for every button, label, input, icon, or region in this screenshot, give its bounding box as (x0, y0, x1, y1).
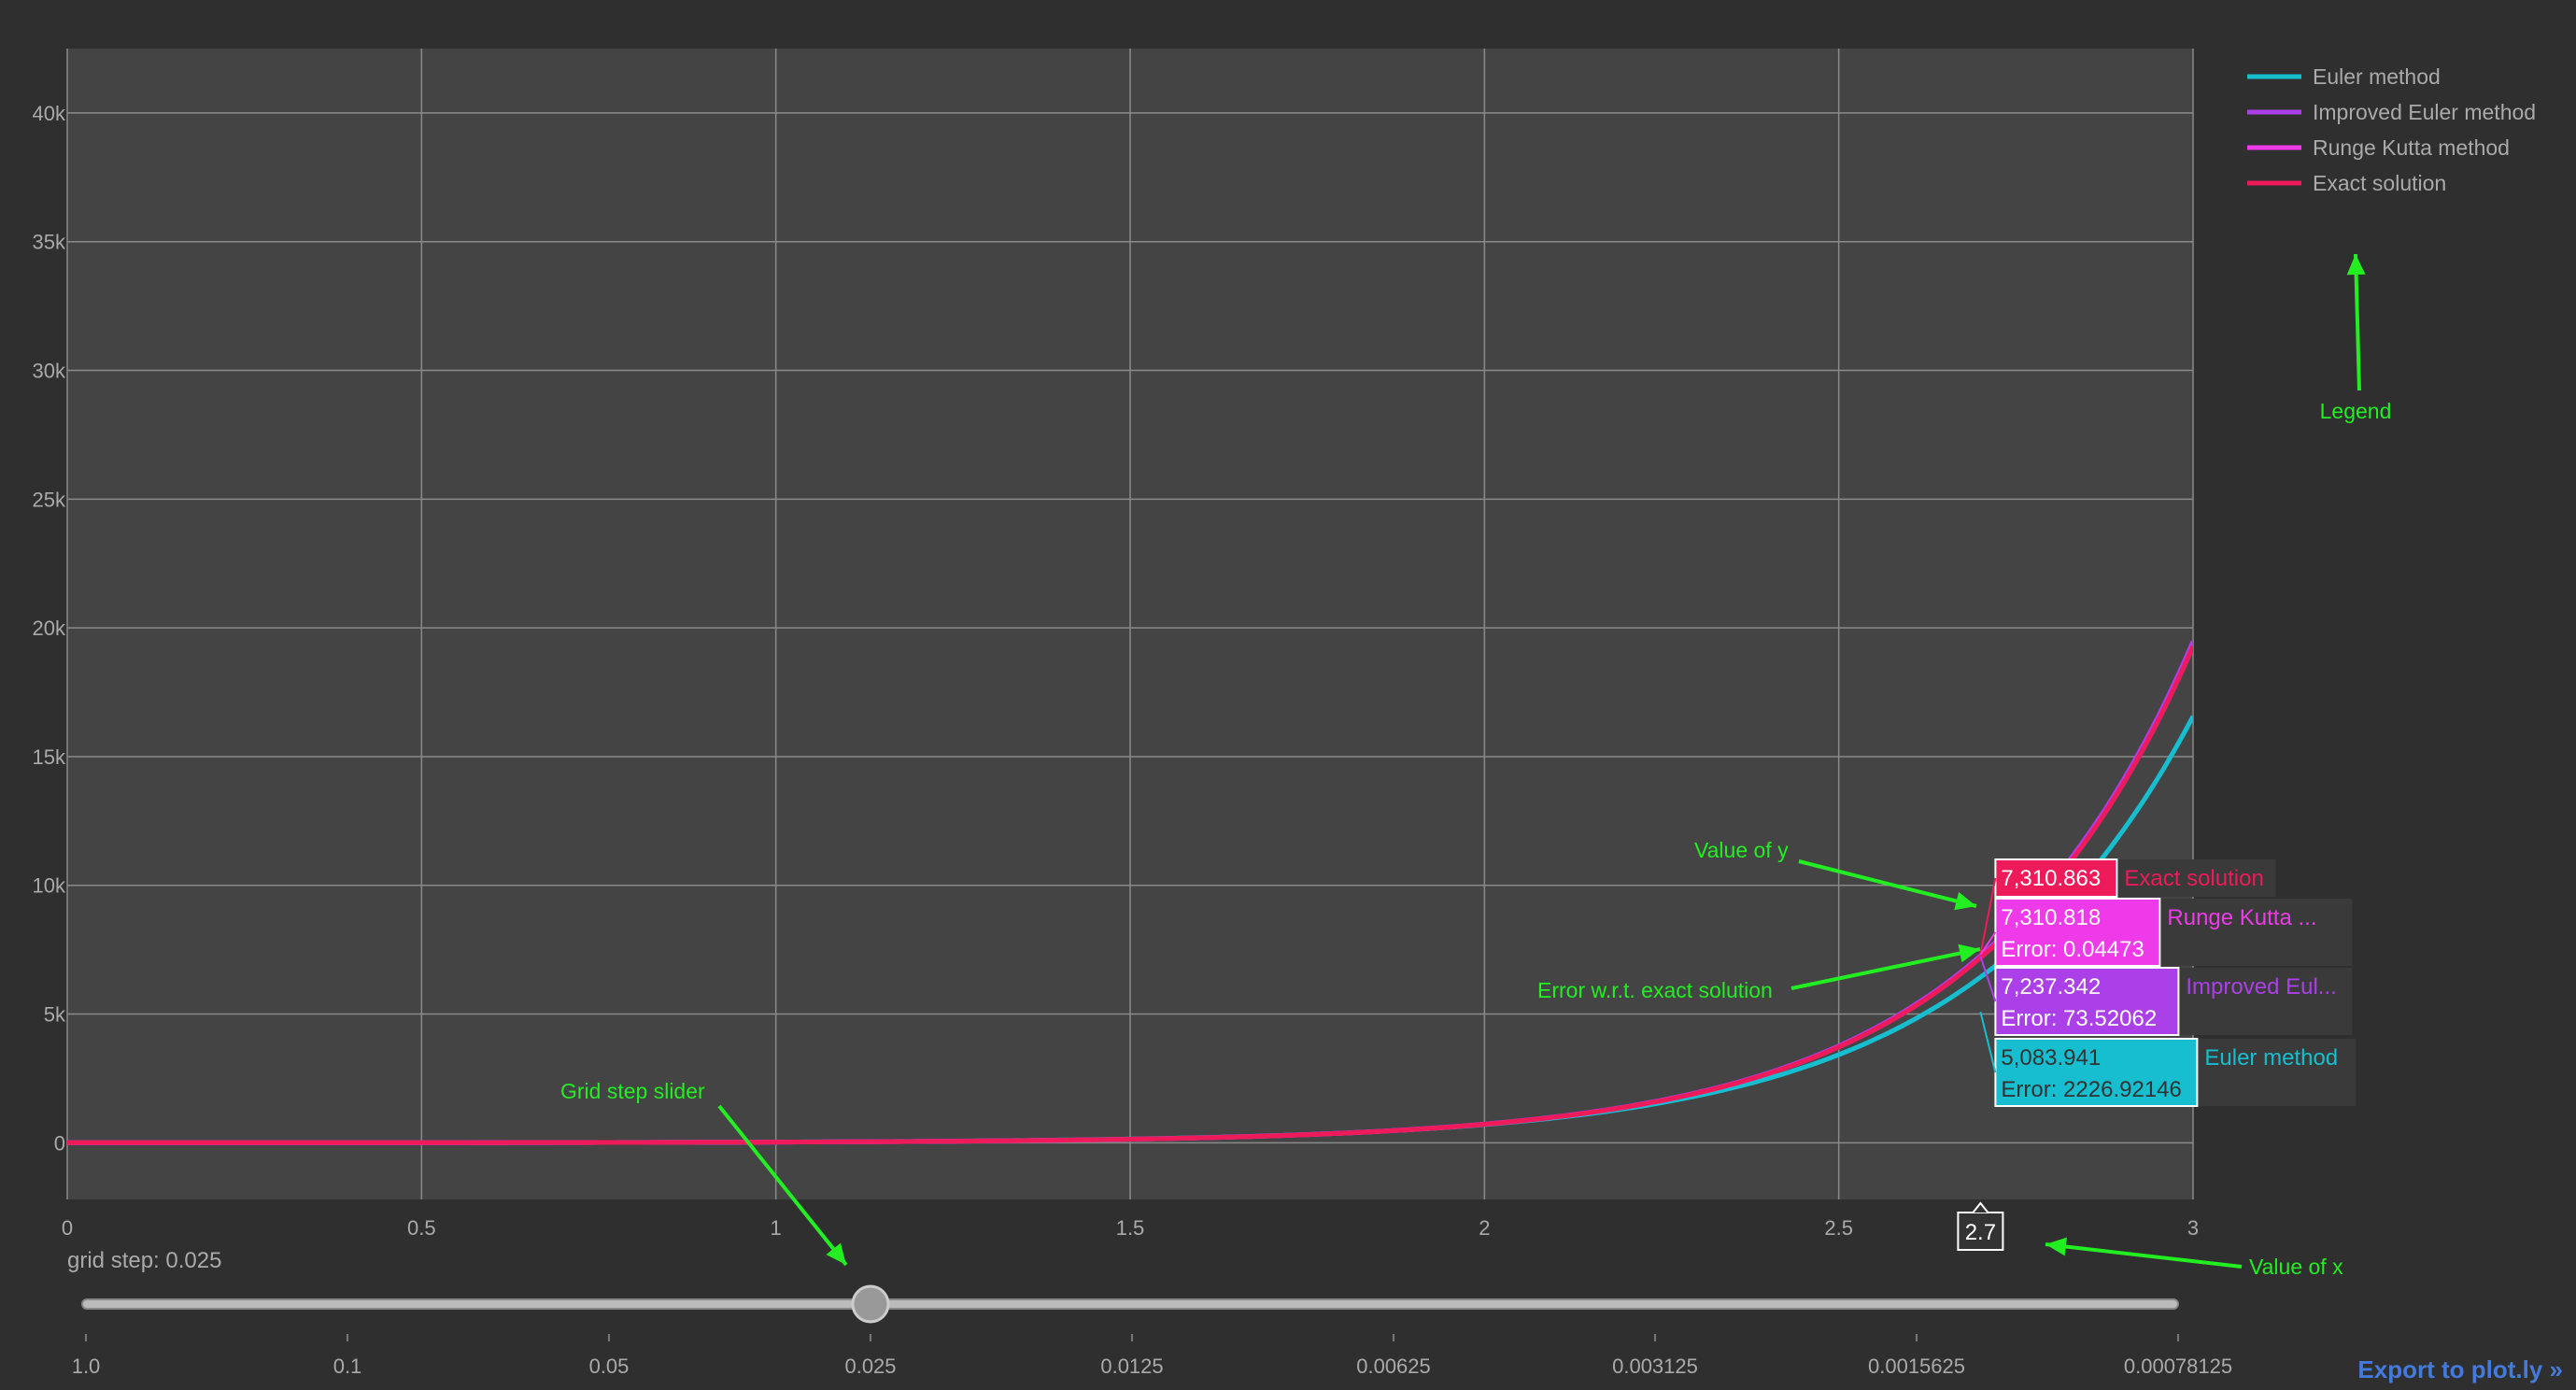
hover-pointer (1979, 956, 1997, 1002)
slider-arrow-head (826, 1242, 846, 1265)
hover-series-name: Exact solution (2124, 866, 2263, 891)
hover-error: Error: 2226.92146 (2001, 1077, 2181, 1102)
value-of-y-arrow (1798, 859, 1977, 908)
y-tick-label: 5k (44, 1003, 66, 1027)
slider-track (81, 1298, 2179, 1310)
legend-item-label: Improved Euler method (2313, 100, 2536, 124)
slider-option-label[interactable]: 0.0015625 (1868, 1355, 1965, 1378)
x-tick-label: 1 (771, 1216, 782, 1240)
y-tick-label: 15k (33, 745, 66, 769)
hover-box (1994, 898, 2161, 967)
legend[interactable]: Euler method Improved Euler method Runge K… (2247, 64, 2536, 195)
hover-value: 5,083.941 (2001, 1045, 2101, 1071)
error-arrow (1790, 947, 1981, 990)
y-tick-label: 0 (54, 1131, 65, 1155)
legend-item-label: Exact solution (2313, 171, 2446, 195)
x-hover-box (1957, 1212, 2004, 1251)
hover-series-name: Euler method (2204, 1045, 2338, 1071)
series-lines (67, 640, 2193, 1145)
y-tick-label: 25k (33, 488, 66, 511)
slider-option-label[interactable]: 0.00078125 (2124, 1355, 2232, 1378)
hover-labels: 7,310.863 Exact solution 7,310.818 Error: 0… (1957, 858, 2357, 1251)
y-axis-ticks: 0 5k 10k 15k 20k 25k 30k 35k 40k (33, 102, 66, 1155)
slider-option-label[interactable]: 0.0125 (1100, 1355, 1163, 1378)
hover-series-name: Runge Kutta ... (2167, 905, 2316, 930)
x-tick-label: 2.5 (1824, 1216, 1853, 1240)
x-hover-pointer (1972, 1201, 1989, 1213)
y-tick-label: 10k (33, 874, 66, 898)
annotation-label: Error w.r.t. exact solution (1537, 978, 1773, 1002)
x-axis-ticks: 0 0.5 1 1.5 2 2.5 3 (62, 1216, 2199, 1240)
slider-option-label[interactable]: 0.003125 (1612, 1355, 1698, 1378)
hover-error: Error: 73.52062 (2001, 1006, 2157, 1031)
slider-arrow (717, 1104, 848, 1267)
x-hover-value: 2.7 (1965, 1220, 1996, 1245)
hover-error: Error: 0.04473 (2001, 937, 2144, 962)
annotation-label: Legend (2320, 399, 2392, 423)
slider-option-label[interactable]: 1.0 (72, 1355, 101, 1378)
slider-handle[interactable] (851, 1284, 890, 1324)
slider-option-label[interactable]: 0.1 (333, 1355, 362, 1378)
legend-item-label: Euler method (2313, 64, 2441, 89)
value-of-x-arrow (2045, 1242, 2243, 1269)
value-of-y-arrow-head (1954, 891, 1976, 911)
slider-option-label[interactable]: 0.025 (844, 1355, 896, 1378)
y-tick-label: 20k (33, 617, 66, 640)
hover-box (1994, 858, 2118, 898)
grid-step-slider[interactable]: 1.0 0.1 0.05 0.025 0.0125 0.00625 0.003125 0.00… (72, 1284, 2232, 1378)
hover-pointer (1979, 1012, 1997, 1073)
hover-pointer (1979, 877, 1997, 956)
hover-series-name: Improved Eul... (2186, 974, 2336, 1000)
error-arrow-head (1958, 943, 1980, 963)
legend-arrow (2354, 253, 2361, 391)
annotation-label: Value of y (1694, 838, 1789, 862)
x-tick-label: 0 (62, 1216, 73, 1240)
annotation-label: Grid step slider (560, 1079, 705, 1103)
series-line-exact-solution (67, 645, 2193, 1145)
annotations: Legend Value of y Error w.r.t. exact solut… (560, 253, 2392, 1279)
x-tick-label: 3 (2187, 1216, 2199, 1240)
legend-item-label: Runge Kutta method (2313, 135, 2510, 160)
hover-value: 7,310.818 (2001, 905, 2101, 930)
hover-box (1994, 1038, 2199, 1107)
x-tick-label: 2 (1479, 1216, 1490, 1240)
slider-option-label[interactable]: 0.05 (589, 1355, 630, 1378)
hover-pointer (1979, 931, 1997, 956)
y-tick-label: 40k (33, 102, 66, 125)
export-link[interactable]: Export to plot.ly » (2357, 1355, 2563, 1383)
annotation-label: Value of x (2249, 1255, 2343, 1279)
x-tick-label: 0.5 (407, 1216, 436, 1240)
hover-value: 7,237.342 (2001, 974, 2101, 1000)
y-tick-label: 35k (33, 231, 66, 254)
hover-value: 7,310.863 (2001, 866, 2101, 891)
y-tick-label: 30k (33, 360, 66, 383)
legend-arrow-head (2346, 254, 2366, 276)
x-tick-label: 1.5 (1116, 1216, 1145, 1240)
slider-option-label[interactable]: 0.00625 (1356, 1355, 1431, 1378)
value-of-x-arrow-head (2045, 1237, 2067, 1256)
slider-current-label: grid step: 0.025 (67, 1248, 222, 1273)
